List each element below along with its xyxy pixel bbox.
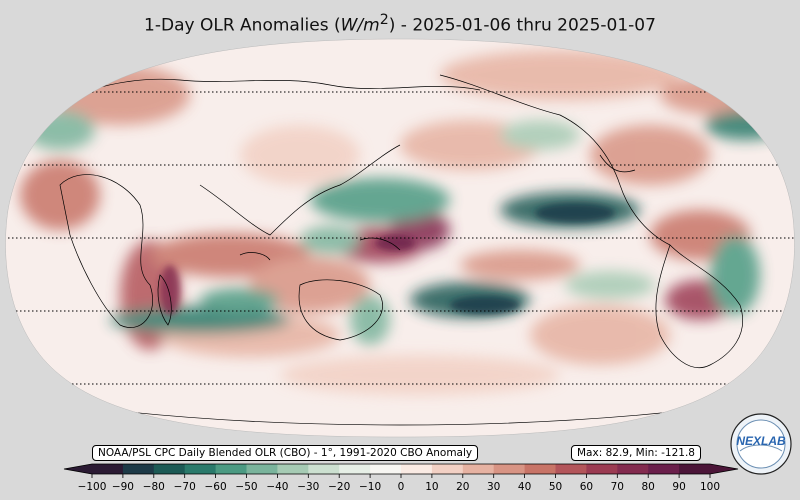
colorbar-segment: [493, 464, 526, 474]
colorbar-tick-label: −70: [174, 481, 196, 493]
colorbar-tick-label: −90: [112, 481, 134, 493]
colorbar-tick-label: −30: [297, 481, 319, 493]
colorbar-segment: [215, 464, 247, 474]
colorbar-segment: [462, 464, 495, 474]
colorbar-segment: [122, 464, 155, 474]
max-min-stats: Max: 82.9, Min: -121.8: [571, 445, 701, 461]
colorbar-segment: [431, 464, 464, 474]
colorbar-segment: [246, 464, 278, 474]
svg-text:NEXLAB: NEXLAB: [736, 434, 786, 448]
colorbar-tick-label: 100: [700, 481, 720, 493]
colorbar-tick-label: 10: [425, 481, 438, 493]
source-label: NOAA/PSL CPC Daily Blended OLR (CBO) - 1…: [92, 445, 479, 461]
colorbar-tick-label: −40: [266, 481, 288, 493]
colorbar-tick-label: 0: [398, 481, 405, 493]
colorbar-tick-label: 20: [456, 481, 469, 493]
colorbar-tick-label: 90: [672, 481, 685, 493]
colorbar-segment: [370, 464, 402, 474]
page-title: 1-Day OLR Anomalies (W/m2) - 2025-01-06 …: [144, 12, 656, 36]
nexlab-logo: NEXLAB: [730, 413, 792, 475]
colorbar-segment: [401, 464, 433, 474]
colorbar: −100 −90 −80 −70 −60 −50 −40 −30 −20 −10 0 10 20 30 40…: [63, 463, 739, 493]
colorbar-segment: [586, 464, 618, 474]
colorbar-tick-label: −100: [78, 481, 107, 493]
colorbar-tick-label: 30: [487, 481, 500, 493]
colorbar-segment: [153, 464, 186, 474]
colorbar-segment: [648, 464, 680, 474]
colorbar-tick-label: 40: [518, 481, 531, 493]
colorbar-tick-label: 80: [642, 481, 655, 493]
colorbar-tick-label: 60: [580, 481, 593, 493]
colorbar-segment: [339, 464, 371, 474]
olr-anomaly-map: [5, 38, 795, 438]
colorbar-segment: [555, 464, 587, 474]
colorbar-segment: [617, 464, 649, 474]
colorbar-segment: [92, 464, 124, 474]
colorbar-segment: [308, 464, 340, 474]
colorbar-segment: [277, 464, 309, 474]
colorbar-segment: [524, 464, 556, 474]
colorbar-tick-label: −80: [143, 481, 165, 493]
colorbar-tick-label: −50: [235, 481, 257, 493]
latitude-gridlines: [5, 91, 795, 385]
colorbar-extend-low: [64, 464, 92, 474]
colorbar-segments: [63, 463, 739, 475]
colorbar-tick-label: −10: [359, 481, 381, 493]
colorbar-segment: [679, 464, 711, 474]
colorbar-tick-label: 70: [611, 481, 624, 493]
colorbar-ticks: −100 −90 −80 −70 −60 −50 −40 −30 −20 −10 0 10 20 30 40…: [78, 474, 720, 493]
colorbar-segment: [184, 464, 217, 474]
colorbar-extend-high: [710, 464, 738, 474]
colorbar-tick-label: −20: [328, 481, 350, 493]
colorbar-tick-label: −60: [205, 481, 227, 493]
colorbar-tick-label: 50: [549, 481, 562, 493]
